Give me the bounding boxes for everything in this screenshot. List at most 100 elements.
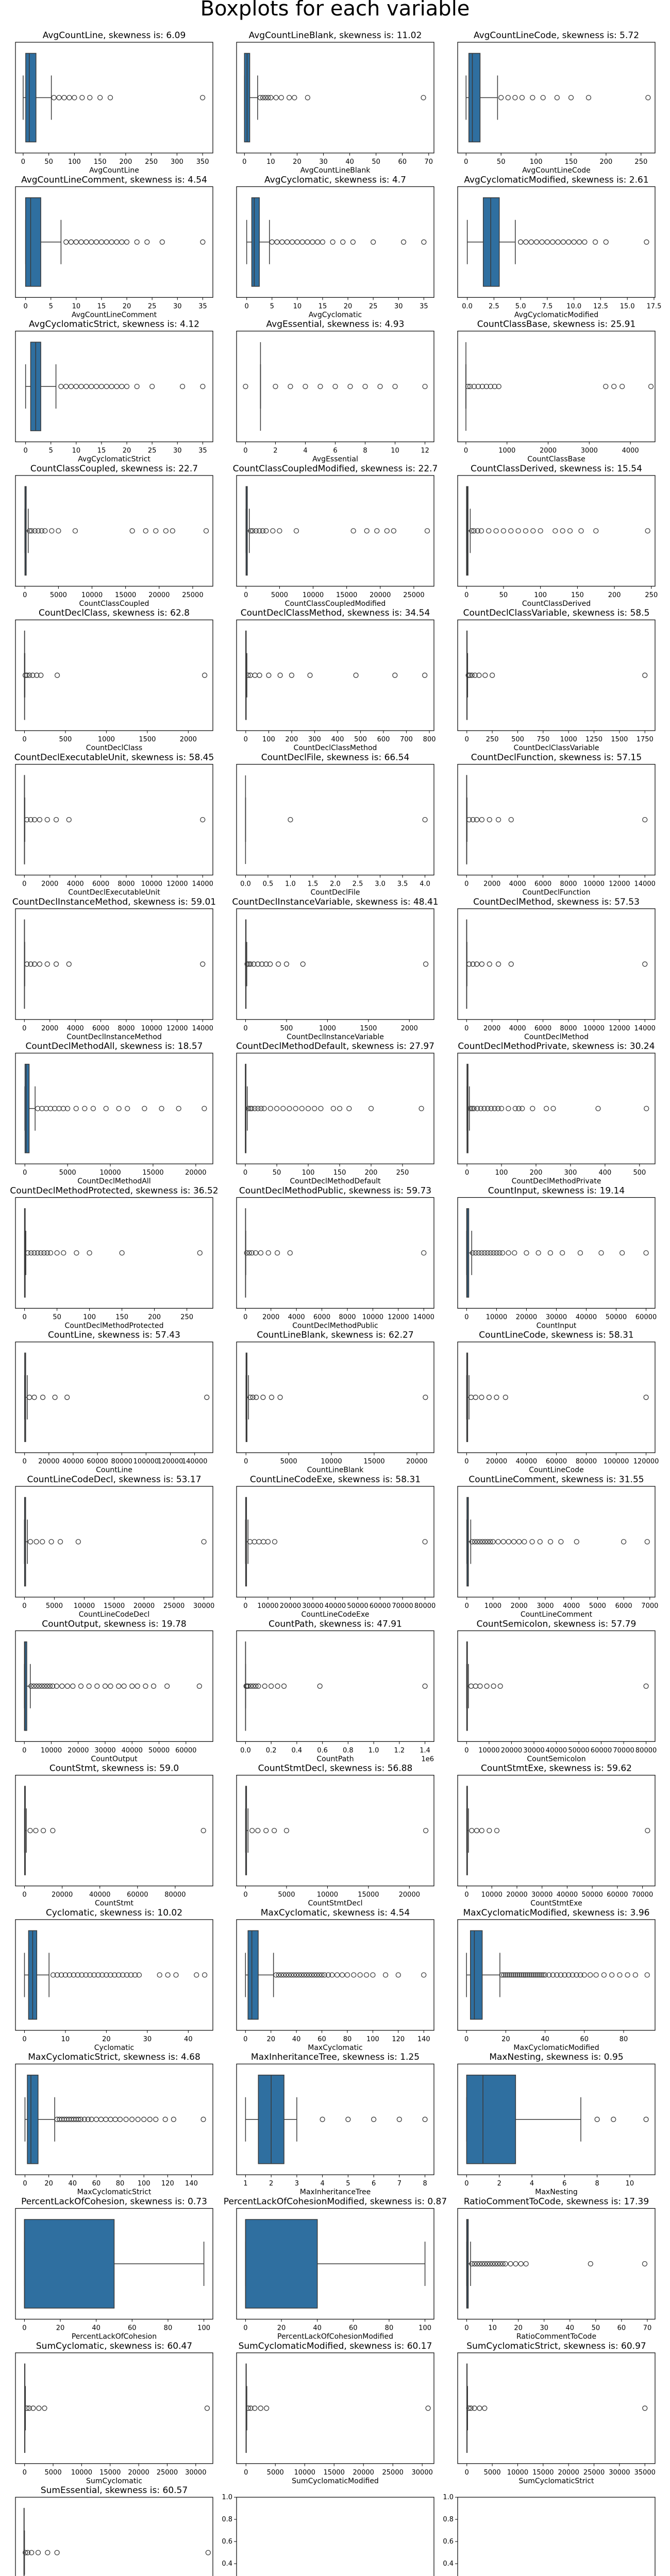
x-tick-label: 600 xyxy=(377,736,390,743)
x-tick-label: 0 xyxy=(464,2036,468,2043)
outlier-point xyxy=(266,672,272,678)
outlier-point xyxy=(164,1683,170,1689)
x-tick-label: 60000 xyxy=(127,1891,148,1899)
panel-title: CountDeclMethodPrivate, skewness is: 30.… xyxy=(458,1041,655,1052)
x-tick-label: 70000 xyxy=(392,1602,413,1610)
outlier-point xyxy=(34,1539,39,1545)
outlier-point xyxy=(465,383,471,389)
x-tick-label: 25 xyxy=(369,302,378,310)
outlier-point xyxy=(619,383,625,389)
axes-frame xyxy=(236,619,434,731)
x-tick-label: 10 xyxy=(626,2180,634,2188)
outlier-point xyxy=(340,239,346,245)
outlier-point xyxy=(492,2261,498,2267)
x-axis-label: AvgCountLine xyxy=(89,166,139,175)
x-tick-label: 2000 xyxy=(41,1025,58,1032)
outlier-point xyxy=(59,1683,65,1689)
x-tick-label: 0 xyxy=(464,2180,468,2188)
outlier-point xyxy=(593,1972,599,1978)
outlier-point xyxy=(350,239,356,245)
axes-frame xyxy=(236,1630,434,1742)
outlier-point xyxy=(163,528,169,534)
x-tick-label: 30000 xyxy=(302,1602,323,1610)
outlier-point xyxy=(475,528,480,534)
outlier-point xyxy=(31,1395,37,1400)
x-tick-label: 5000 xyxy=(267,2469,284,2477)
x-axis-label: AvgCountLineComment xyxy=(72,311,157,319)
axes-frame xyxy=(15,330,213,443)
x-tick-label: 80000 xyxy=(576,1458,597,1466)
outlier-point xyxy=(471,383,477,389)
x-tick-label: 8000 xyxy=(339,1313,356,1321)
panel-title: CountStmtExe, skewness is: 59.62 xyxy=(481,1764,632,1774)
outlier-point xyxy=(567,528,573,534)
x-tick-label: 250 xyxy=(180,1313,193,1321)
x-tick-label: 0.6 xyxy=(317,1747,328,1754)
x-axis-label: RatioCommentToCode xyxy=(516,2333,596,2341)
outlier-point xyxy=(278,1972,284,1978)
outlier-point xyxy=(588,2261,593,2267)
x-tick-label: 500 xyxy=(511,736,524,743)
x-tick-label: 7000 xyxy=(641,1602,658,1610)
outlier-point xyxy=(644,1106,649,1111)
x-tick-label: 0 xyxy=(22,1025,26,1032)
outlier-point xyxy=(339,1972,345,1978)
x-tick-label: 100 xyxy=(418,2325,431,2332)
x-tick-label: 15.0 xyxy=(620,302,635,310)
x-tick-label: 2000 xyxy=(262,1313,279,1321)
x-tick-label: 400 xyxy=(331,736,344,743)
axes-frame xyxy=(236,2208,434,2320)
outlier-point xyxy=(537,1539,543,1545)
outlier-point xyxy=(508,961,514,967)
outlier-point xyxy=(42,1683,47,1689)
outlier-point xyxy=(64,1683,70,1689)
outlier-point xyxy=(35,1106,41,1111)
outlier-point xyxy=(159,1106,164,1111)
outlier-point xyxy=(276,1972,281,1978)
outlier-point xyxy=(274,1250,280,1256)
x-tick-label: 0 xyxy=(243,1602,247,1610)
outlier-point xyxy=(320,2116,325,2122)
outlier-point xyxy=(467,383,473,389)
outlier-point xyxy=(479,1395,484,1400)
outlier-point xyxy=(108,1683,113,1689)
x-tick-label: 0 xyxy=(22,1602,26,1610)
outlier-point xyxy=(603,383,609,389)
boxplot-panel: CountDeclFile, skewness is: 66.54 0.0 0.5 1… xyxy=(236,753,434,897)
outlier-point xyxy=(265,1250,271,1256)
axes-frame xyxy=(236,42,434,154)
x-tick-label: 0 xyxy=(244,2469,248,2477)
x-axis-label: CountStmtExe xyxy=(530,1900,582,1908)
outlier-point xyxy=(288,383,293,389)
x-tick-label: 8000 xyxy=(118,1025,135,1032)
boxplot-panel: CountLineBlank, skewness is: 62.27 0 5000 1… xyxy=(236,1330,434,1475)
x-tick-label: 20 xyxy=(277,2325,286,2332)
x-tick-label: 20000 xyxy=(501,1747,522,1754)
outlier-point xyxy=(196,1683,203,1689)
outlier-point xyxy=(421,95,426,100)
x-tick-label: 40 xyxy=(92,2325,100,2332)
x-tick-label: 250 xyxy=(634,158,647,166)
x-tick-label: 12 xyxy=(421,447,429,455)
outlier-point xyxy=(143,1683,148,1689)
outlier-point xyxy=(293,1106,298,1111)
x-tick-label: 800 xyxy=(423,736,436,743)
axes-frame xyxy=(15,1197,213,1309)
x-tick-label: 1 xyxy=(243,2180,247,2188)
outlier-point xyxy=(472,672,478,678)
outlier-point xyxy=(499,1972,505,1978)
x-tick-label: 140000 xyxy=(182,1458,208,1466)
outlier-point xyxy=(253,1683,259,1689)
outlier-point xyxy=(249,1250,255,1256)
outlier-point xyxy=(82,1106,88,1111)
outlier-point xyxy=(534,1972,540,1978)
x-tick-label: 700 xyxy=(400,736,413,743)
x-tick-label: 5.0 xyxy=(515,302,526,310)
outlier-point xyxy=(45,2550,51,2555)
boxplot-panel: CountPath, skewness is: 47.91 0.0 0.2 0.4 0.… xyxy=(236,1619,434,1763)
x-tick-label: 12000 xyxy=(388,1313,409,1321)
x-axis-label: CountDeclMethodDefault xyxy=(290,1177,381,1185)
outlier-point xyxy=(35,2550,41,2555)
outlier-point xyxy=(353,672,359,678)
outlier-point xyxy=(258,1250,264,1256)
